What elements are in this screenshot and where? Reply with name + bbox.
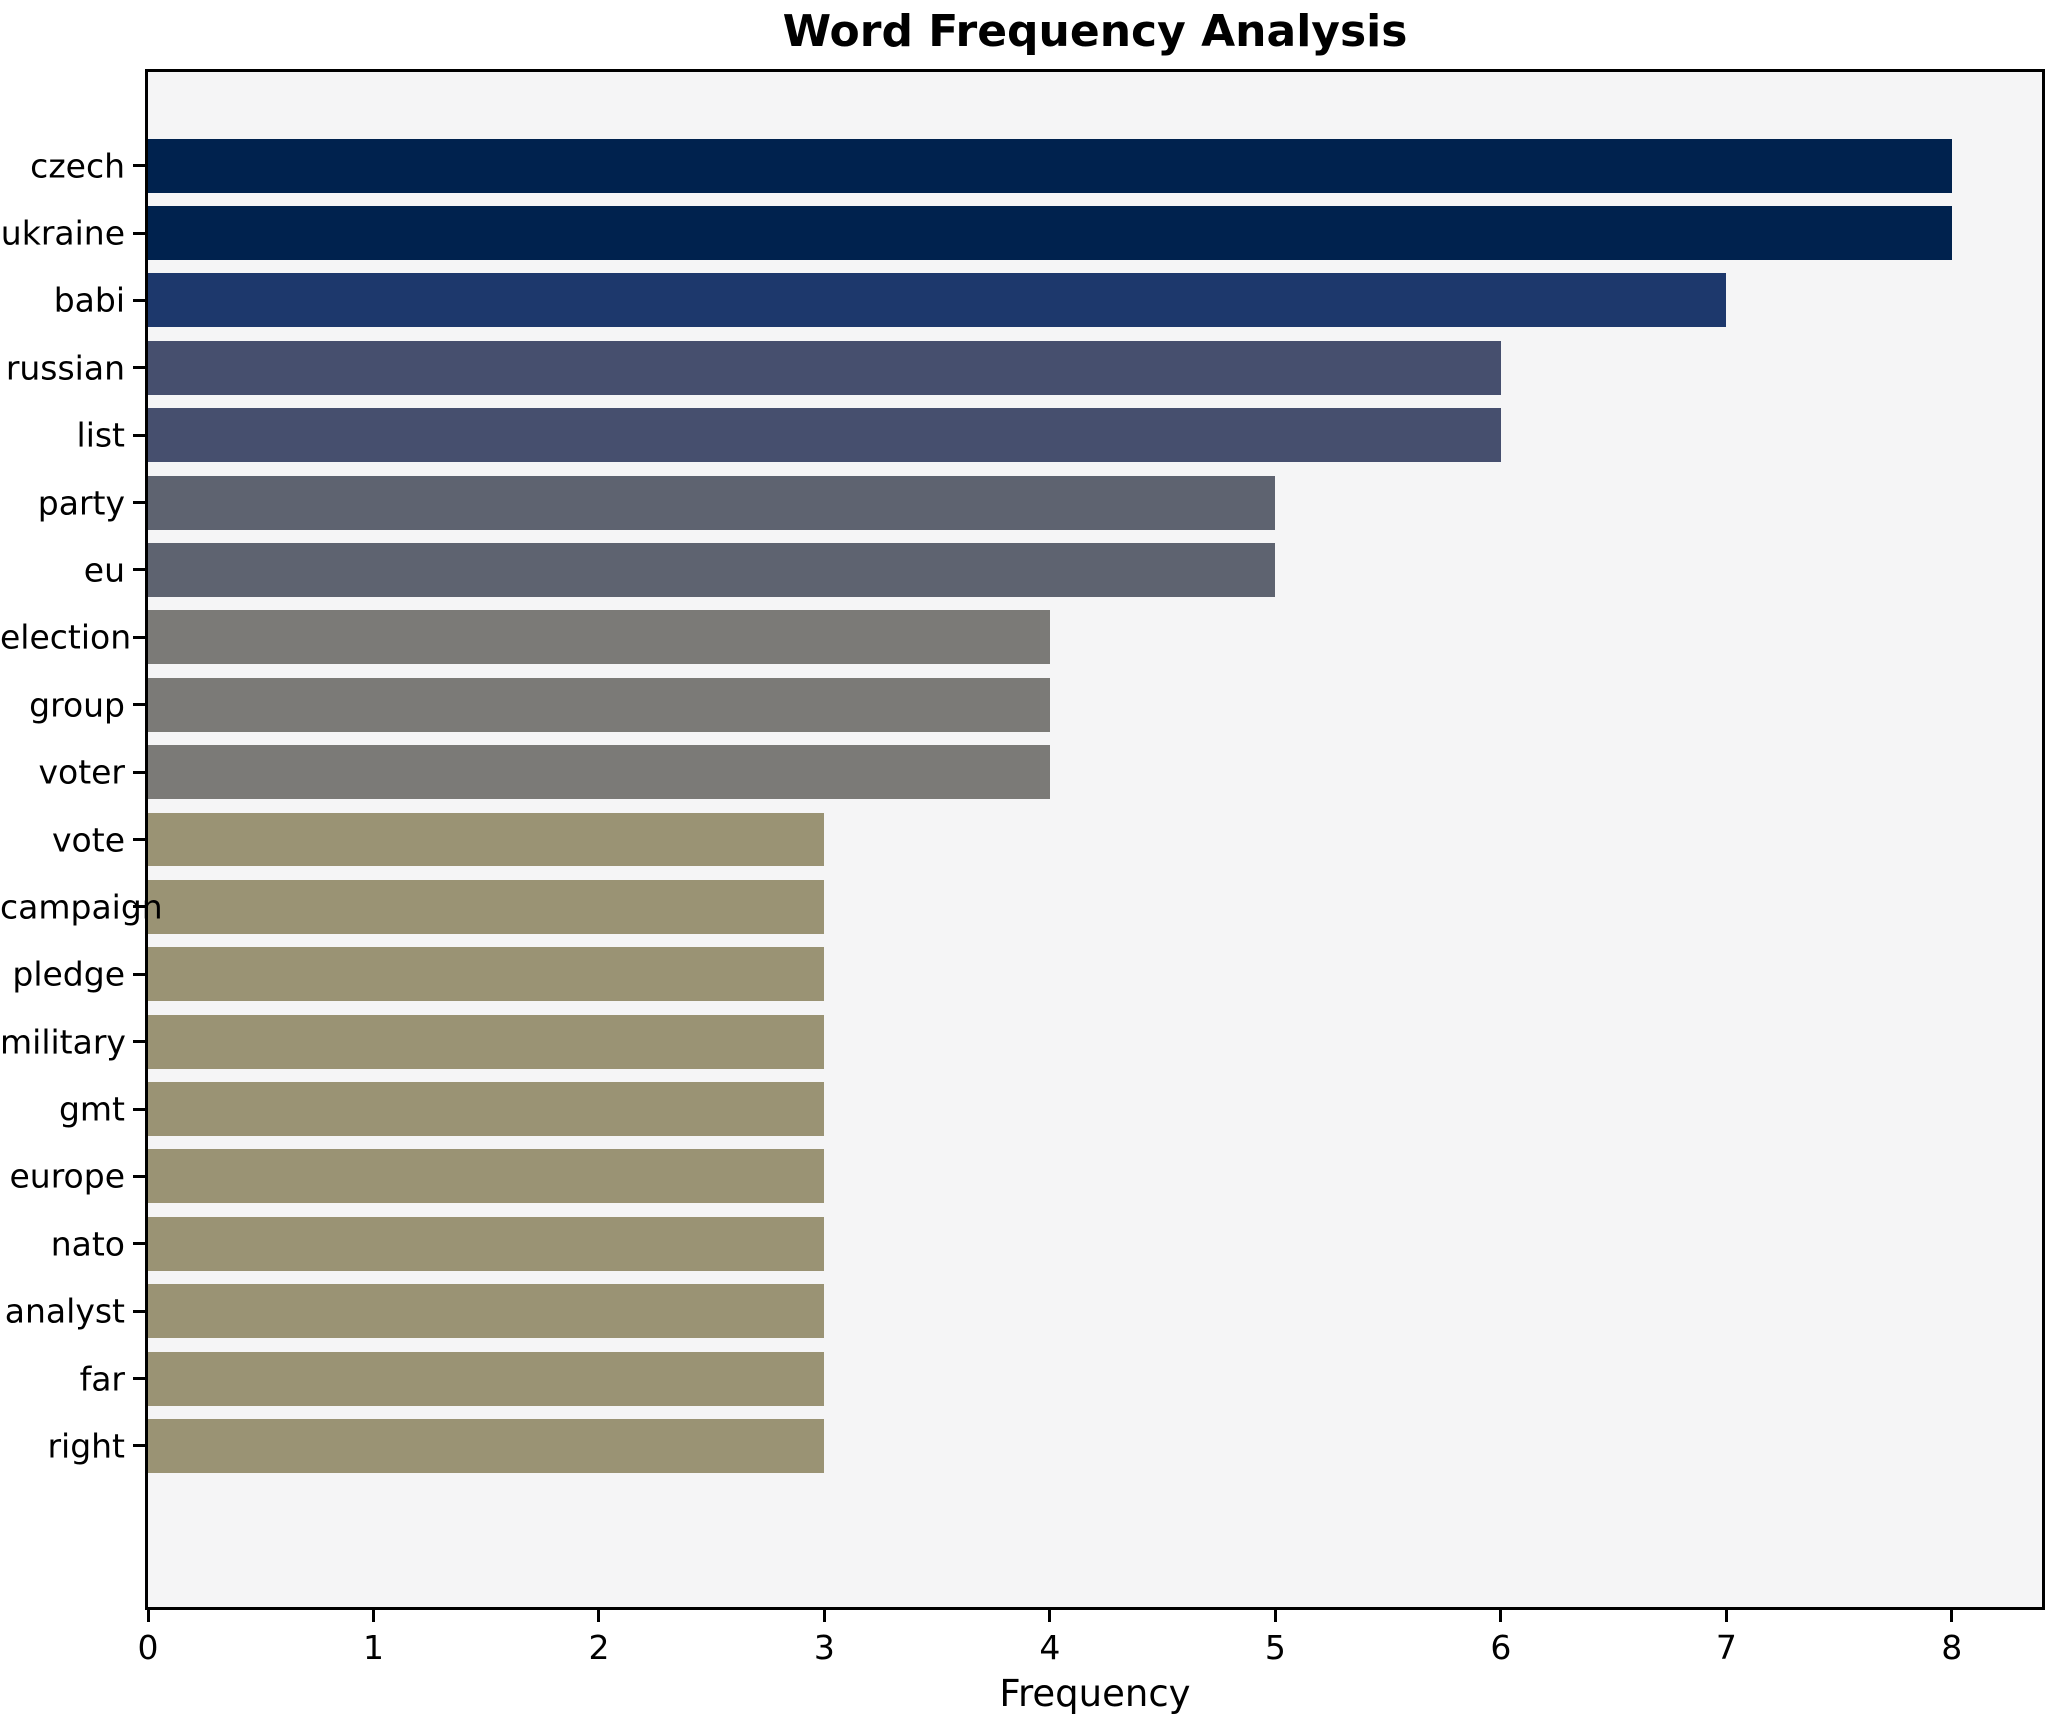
category-label-list: list xyxy=(76,415,125,455)
y-tick-mark xyxy=(133,1174,145,1178)
y-tick-mark xyxy=(133,433,145,437)
bar-czech xyxy=(148,138,1952,193)
x-tick-mark xyxy=(146,1610,150,1622)
category-label-election: election xyxy=(0,617,132,657)
category-label-far: far xyxy=(79,1359,125,1399)
x-tick-mark xyxy=(1273,1610,1277,1622)
y-tick-mark xyxy=(133,770,145,774)
bar-ukraine xyxy=(148,206,1952,260)
x-tick-mark xyxy=(1048,1610,1052,1622)
category-label-analyst: analyst xyxy=(4,1291,125,1331)
x-tick-mark xyxy=(371,1610,375,1622)
category-label-party: party xyxy=(37,483,125,523)
y-tick-mark xyxy=(133,905,145,909)
x-tick-label-8: 8 xyxy=(1941,1628,1963,1667)
category-label-voter: voter xyxy=(38,752,125,792)
bar-far xyxy=(148,1351,825,1406)
category-label-czech: czech xyxy=(30,146,125,186)
category-label-babi: babi xyxy=(53,280,125,320)
x-tick-label-6: 6 xyxy=(1490,1628,1512,1667)
y-tick-mark xyxy=(133,635,145,639)
x-tick-label-2: 2 xyxy=(588,1628,610,1667)
bar-right xyxy=(148,1418,825,1473)
y-tick-mark xyxy=(133,1377,145,1381)
x-tick-label-5: 5 xyxy=(1264,1628,1286,1667)
y-tick-mark xyxy=(133,703,145,707)
category-label-ukraine: ukraine xyxy=(0,213,125,253)
category-label-military: military xyxy=(0,1022,126,1062)
y-tick-mark xyxy=(133,838,145,841)
category-label-nato: nato xyxy=(50,1224,125,1264)
x-tick-mark xyxy=(822,1610,826,1622)
y-tick-mark xyxy=(133,1242,145,1246)
y-tick-mark xyxy=(133,1309,145,1313)
y-tick-mark xyxy=(133,972,145,976)
plot-area xyxy=(145,69,2045,1610)
x-axis-label: Frequency xyxy=(999,1672,1191,1715)
y-tick-mark xyxy=(133,568,145,572)
y-tick-mark xyxy=(133,1107,145,1111)
bar-europe xyxy=(148,1149,825,1204)
bar-nato xyxy=(148,1216,825,1271)
category-label-gmt: gmt xyxy=(58,1089,125,1129)
x-tick-mark xyxy=(1499,1610,1503,1622)
chart-title: Word Frequency Analysis xyxy=(782,6,1408,57)
y-tick-mark xyxy=(133,298,145,302)
category-label-europe: europe xyxy=(9,1156,126,1196)
category-label-group: group xyxy=(29,685,125,725)
bar-analyst xyxy=(148,1284,825,1339)
category-label-pledge: pledge xyxy=(12,954,125,994)
y-tick-mark xyxy=(133,366,145,370)
bar-group xyxy=(148,677,1050,732)
bar-voter xyxy=(148,745,1050,800)
y-tick-mark xyxy=(133,164,145,168)
x-tick-label-4: 4 xyxy=(1039,1628,1061,1667)
x-tick-label-7: 7 xyxy=(1715,1628,1737,1667)
bar-eu xyxy=(148,543,1276,597)
bar-campaign xyxy=(148,879,825,934)
bar-vote xyxy=(148,812,825,867)
bar-election xyxy=(148,610,1050,665)
y-tick-mark xyxy=(133,1040,145,1044)
bar-military xyxy=(148,1014,825,1069)
bar-pledge xyxy=(148,947,825,1002)
bar-babi xyxy=(148,273,1727,328)
y-tick-mark xyxy=(133,501,145,505)
bar-party xyxy=(148,475,1276,530)
y-tick-mark xyxy=(133,1444,145,1448)
bar-russian xyxy=(148,340,1501,395)
bar-gmt xyxy=(148,1082,825,1136)
category-label-eu: eu xyxy=(83,550,125,590)
category-label-campaign: campaign xyxy=(0,887,163,927)
category-label-vote: vote xyxy=(52,820,125,859)
bar-list xyxy=(148,408,1501,463)
x-tick-mark xyxy=(1724,1610,1728,1622)
x-tick-label-3: 3 xyxy=(813,1628,835,1667)
category-label-right: right xyxy=(47,1426,125,1466)
x-tick-mark xyxy=(597,1610,601,1622)
x-tick-label-0: 0 xyxy=(137,1628,159,1667)
category-label-russian: russian xyxy=(5,348,125,388)
y-tick-mark xyxy=(133,231,145,235)
x-tick-label-1: 1 xyxy=(362,1628,384,1667)
x-tick-mark xyxy=(1950,1610,1954,1622)
